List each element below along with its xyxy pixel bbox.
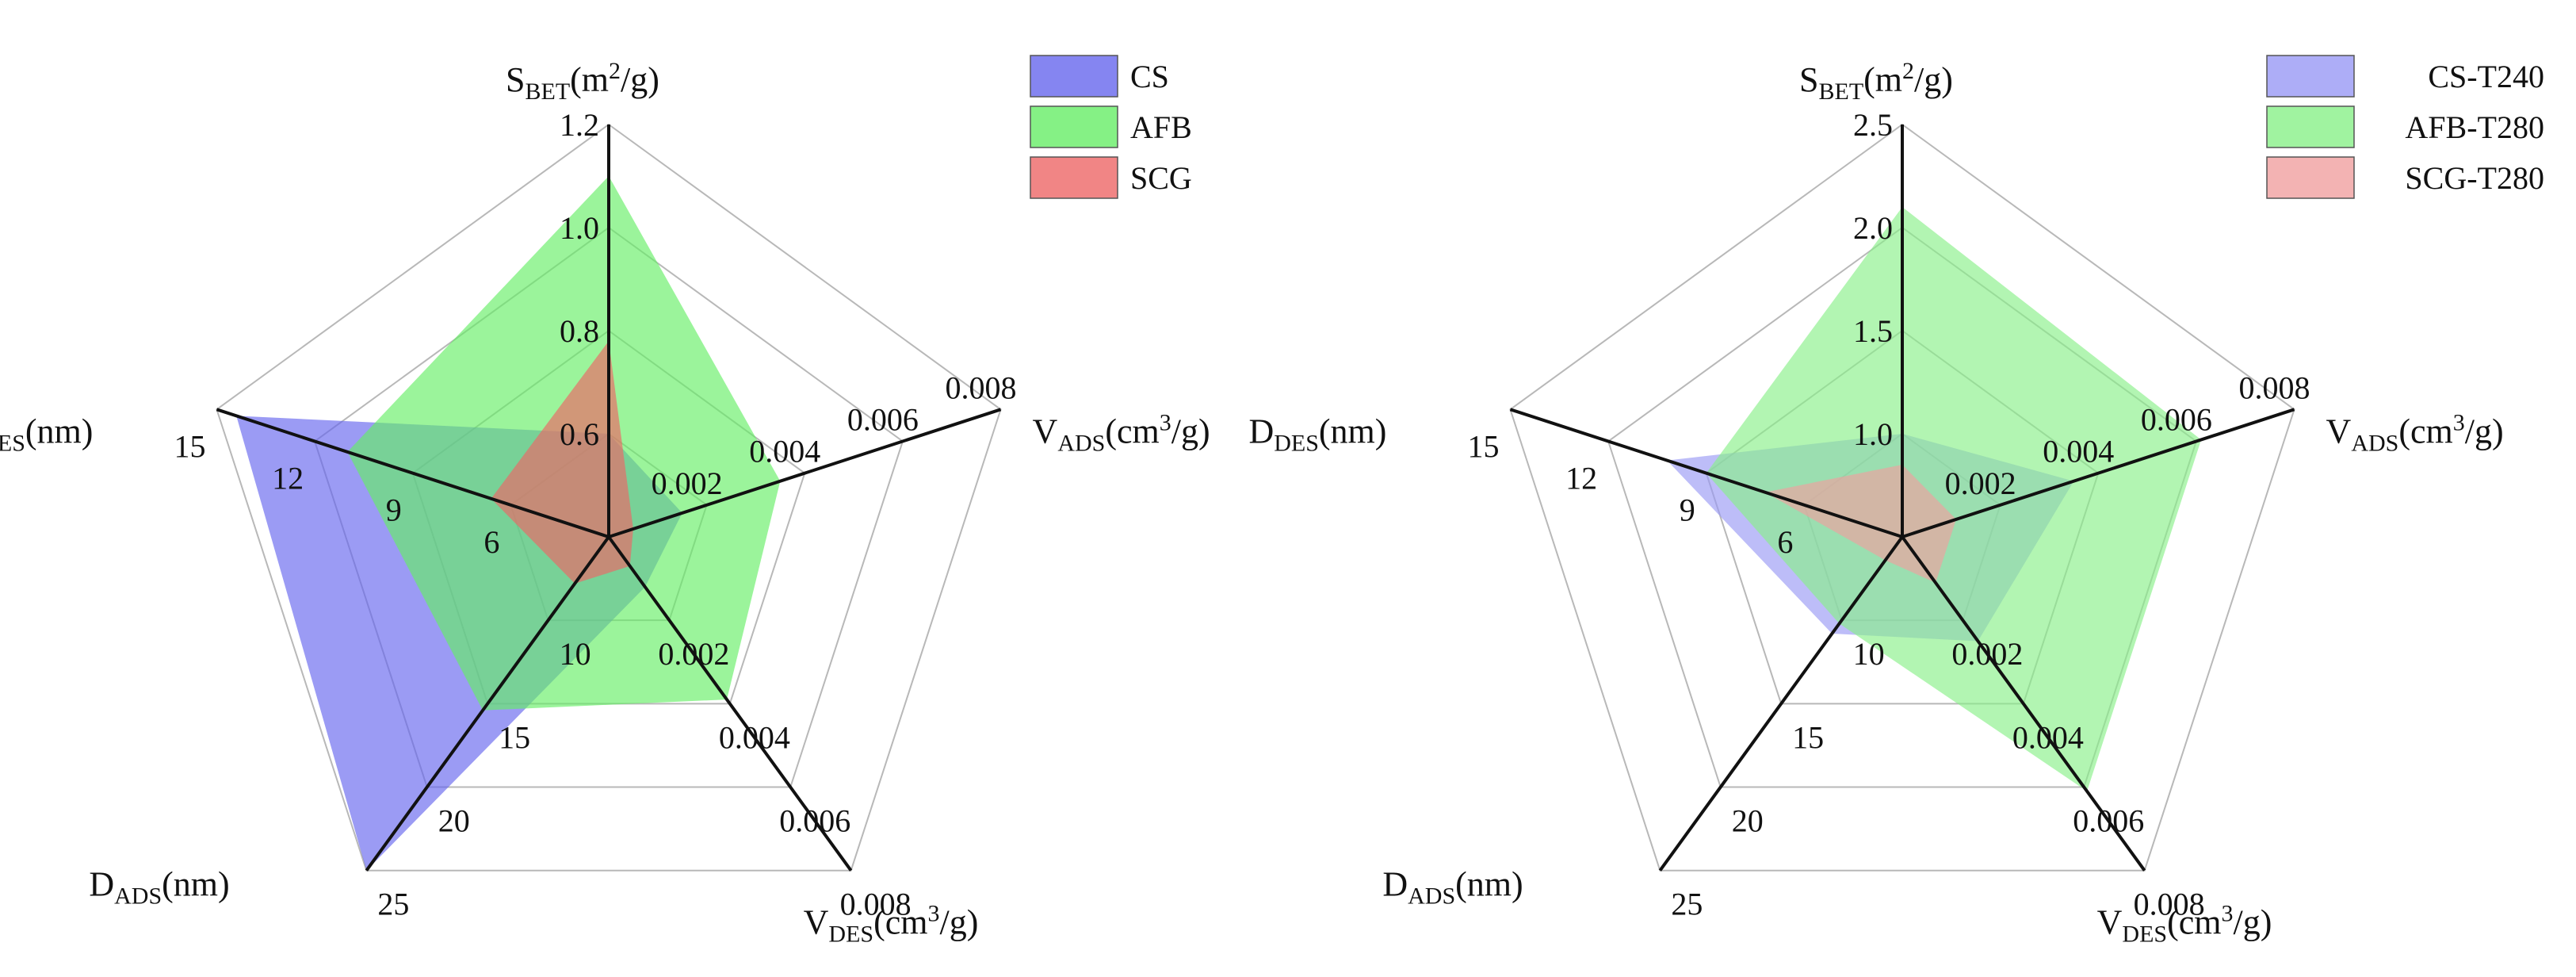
axis-title-sbet: SBET(m2/g) — [1799, 58, 1953, 105]
tick-label-sbet: 0.8 — [560, 313, 599, 349]
tick-label-vads: 0.004 — [749, 434, 820, 469]
axis-line-vads — [1901, 408, 2295, 538]
legend-label-afb-t280: AFB-T280 — [2405, 109, 2544, 145]
radar-chart-right: 1.0 1.5 2.0 2.5 0.002 0.004 0.006 0.008 0.002 0.0… — [1248, 55, 2544, 948]
grid-ring-4 — [1509, 123, 2295, 872]
radar-chart-left: 0.6 0.8 1.0 1.2 0.002 0.004 0.006 0.008 0.002 0.0… — [0, 55, 1210, 948]
tick-label-vdes: 0.002 — [1951, 636, 2023, 672]
legend: CS-T240 AFB-T280 SCG-T280 — [2266, 55, 2544, 199]
tick-label-ddes: 6 — [1777, 524, 1793, 560]
axis-title-vdes: VDES(cm3/g) — [2097, 901, 2272, 948]
tick-label-dads: 10 — [560, 636, 591, 672]
tick-label-ddes: 9 — [386, 492, 402, 528]
tick-label-vdes: 0.004 — [719, 719, 790, 755]
tick-label-dads: 20 — [1732, 803, 1764, 839]
tick-label-vads: 0.006 — [2141, 401, 2212, 437]
tick-label-vads: 0.002 — [652, 466, 723, 501]
axis-title-vdes: VDES(cm3/g) — [804, 901, 979, 948]
axis-title-ddes: DDES(nm) — [0, 412, 93, 456]
grid-ring-4 — [216, 123, 1002, 872]
axis-line-dads — [365, 535, 610, 872]
axis-line-vdes — [607, 535, 853, 872]
tick-label-ddes: 12 — [1565, 460, 1597, 496]
legend-label-afb: AFB — [1130, 109, 1192, 145]
tick-label-sbet: 0.6 — [560, 416, 599, 452]
tick-label-vads: 0.004 — [2043, 434, 2114, 469]
tick-label-sbet: 2.5 — [1853, 107, 1893, 143]
tick-label-vads: 0.006 — [847, 401, 919, 437]
grid-ring-3 — [313, 226, 904, 788]
tick-label-ddes: 15 — [174, 428, 205, 464]
legend: CS AFB SCG — [1030, 55, 1192, 199]
tick-label-sbet: 1.2 — [560, 107, 599, 143]
axis-title-ddes: DDES(nm) — [1248, 412, 1386, 456]
tick-label-ddes: 6 — [483, 524, 499, 560]
tick-label-dads: 15 — [499, 719, 530, 755]
legend-swatch-scg — [1030, 156, 1118, 199]
legend-label-cs: CS — [1130, 59, 1169, 94]
tick-label-vads: 0.002 — [1945, 466, 2016, 501]
legend-label-cs-t240: CS-T240 — [2428, 59, 2544, 94]
tick-label-ddes: 15 — [1467, 428, 1499, 464]
legend-label-scg-t280: SCG-T280 — [2405, 160, 2544, 196]
tick-label-vdes: 0.004 — [2012, 719, 2084, 755]
tick-label-sbet: 1.5 — [1853, 313, 1893, 349]
axis-line-vads — [608, 408, 1002, 538]
axis-title-vads: VADS(cm3/g) — [1033, 409, 1210, 456]
axis-line-dads — [1658, 535, 1904, 872]
tick-label-vads: 0.008 — [2239, 370, 2310, 405]
tick-label-dads: 25 — [1671, 887, 1703, 922]
tick-label-dads: 20 — [438, 803, 470, 839]
series-area-afb-t280 — [1706, 207, 2202, 791]
tick-label-vdes: 0.008 — [840, 887, 912, 922]
tick-label-vdes: 0.006 — [779, 803, 850, 839]
tick-label-vdes: 0.006 — [2073, 803, 2144, 839]
legend-swatch-scg-t280 — [2266, 156, 2355, 199]
axis-line-vdes — [1901, 535, 2146, 872]
axis-title-sbet: SBET(m2/g) — [506, 58, 659, 105]
tick-label-dads: 15 — [1792, 719, 1824, 755]
legend-swatch-afb — [1030, 105, 1118, 148]
tick-label-vads: 0.008 — [946, 370, 1017, 405]
tick-label-ddes: 12 — [272, 460, 304, 496]
tick-label-vdes: 0.002 — [658, 636, 729, 672]
series-area-scg — [491, 341, 633, 584]
legend-label-scg: SCG — [1130, 160, 1192, 196]
axis-title-dads: DADS(nm) — [89, 865, 229, 910]
axis-title-dads: DADS(nm) — [1382, 865, 1523, 910]
legend-swatch-afb-t280 — [2266, 105, 2355, 148]
tick-label-dads: 25 — [377, 887, 409, 922]
legend-swatch-cs-t240 — [2266, 55, 2355, 98]
legend-swatch-cs — [1030, 55, 1118, 98]
tick-label-dads: 10 — [1853, 636, 1885, 672]
tick-label-vdes: 0.008 — [2134, 887, 2205, 922]
tick-label-ddes: 9 — [1680, 492, 1695, 528]
tick-label-sbet: 1.0 — [560, 210, 599, 246]
tick-label-sbet: 2.0 — [1853, 210, 1893, 246]
tick-label-sbet: 1.0 — [1853, 416, 1893, 452]
axis-line-ddes — [216, 408, 610, 538]
axis-title-vads: VADS(cm3/g) — [2326, 409, 2504, 456]
axis-line-ddes — [1509, 408, 1903, 538]
